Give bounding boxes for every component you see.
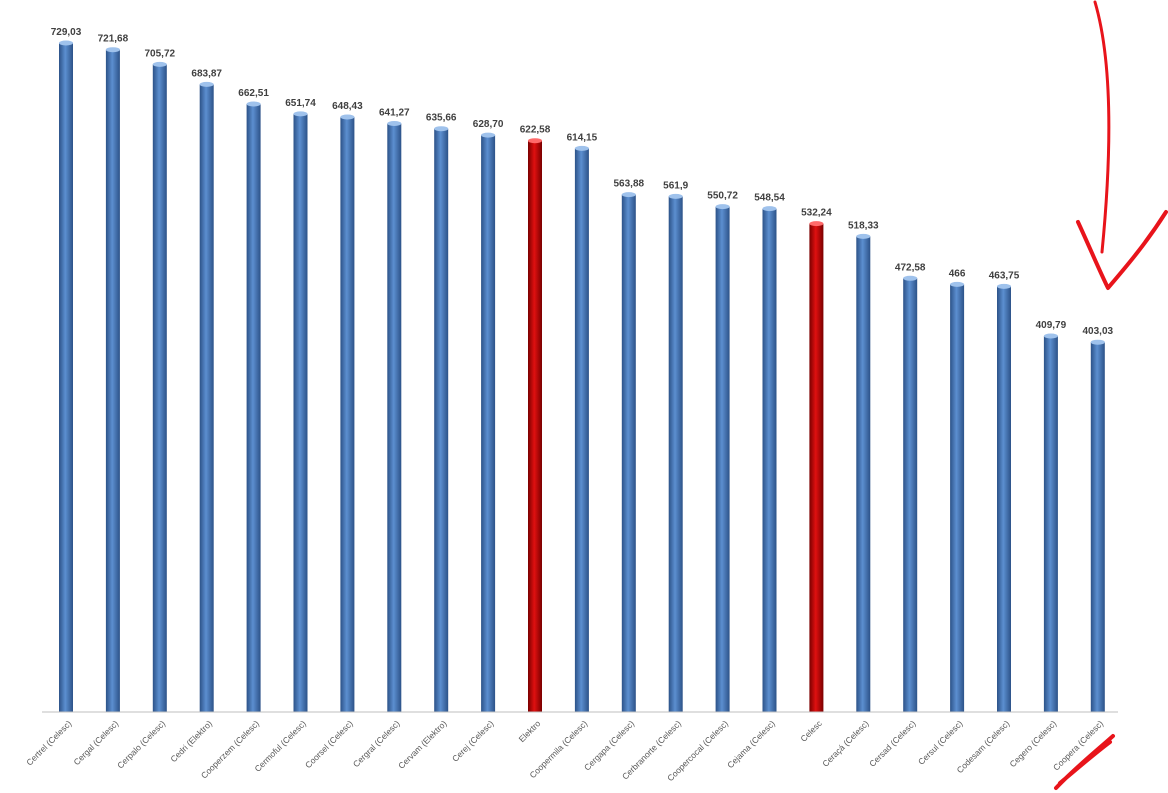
value-label-6: 651,74 (285, 98, 316, 109)
bar-23 (1090, 342, 1105, 712)
bar-17 (809, 223, 824, 712)
bar-19 (903, 278, 918, 712)
bar-cap-15 (715, 204, 730, 210)
category-label-18: Ceraçá (Celesc) (820, 718, 871, 769)
value-label-3: 705,72 (145, 48, 176, 59)
bar-10 (481, 135, 496, 713)
bar-cap-5 (246, 101, 261, 107)
value-label-12: 614,15 (567, 132, 598, 143)
value-label-20: 466 (949, 268, 966, 279)
category-label-8: Cergral (Celesc) (351, 718, 402, 769)
bar-1 (59, 43, 73, 712)
category-label-10: Cerej (Celesc) (450, 718, 496, 764)
bar-cap-19 (903, 275, 918, 281)
category-label-19: Cersad (Celesc) (867, 718, 918, 769)
bar-4 (199, 84, 214, 712)
annotation-underline-mark (1054, 734, 1115, 790)
value-label-23: 403,03 (1083, 326, 1114, 337)
bar-cap-17 (809, 221, 824, 227)
bar-cap-13 (621, 192, 636, 198)
bar-cap-2 (105, 47, 120, 53)
value-label-2: 721,68 (98, 34, 129, 45)
category-label-1: Certrel (Celesc) (24, 718, 73, 767)
bar-3 (152, 64, 167, 712)
bars-group (59, 40, 1105, 713)
bar-12 (574, 148, 589, 712)
bar-cap-22 (1043, 333, 1058, 339)
bar-cap-23 (1090, 339, 1105, 345)
bar-5 (246, 104, 261, 712)
value-label-16: 548,54 (754, 193, 785, 204)
category-label-22: Cegero (Celesc) (1007, 718, 1058, 769)
bar-cap-21 (997, 283, 1011, 289)
bar-9 (434, 128, 449, 712)
value-labels-group: 729,03 721,68 705,72 683,87 662,51 651,74 648,… (51, 27, 1114, 337)
value-label-9: 635,66 (426, 113, 457, 124)
bar-18 (856, 236, 871, 712)
bar-cap-4 (199, 81, 214, 87)
bar-6 (293, 113, 308, 712)
bar-16 (762, 208, 777, 712)
value-label-15: 550,72 (707, 191, 738, 202)
bar-cap-3 (152, 61, 167, 67)
category-label-4: Cedri (Elektro) (168, 718, 214, 764)
bar-cap-8 (387, 121, 402, 126)
category-label-20: Cersul (Celesc) (916, 718, 965, 767)
bar-cap-11 (528, 138, 542, 144)
value-label-22: 409,79 (1036, 320, 1067, 331)
value-label-8: 641,27 (379, 108, 410, 119)
bar-cap-10 (481, 132, 496, 138)
value-label-7: 648,43 (332, 101, 363, 112)
bar-21 (997, 286, 1011, 712)
value-label-4: 683,87 (191, 68, 222, 79)
bar-cap-9 (434, 126, 449, 132)
bar-cap-6 (293, 111, 308, 117)
category-label-17: Celesc (798, 718, 824, 744)
value-label-19: 472,58 (895, 262, 926, 273)
value-label-14: 561,9 (663, 180, 688, 191)
bar-15 (715, 206, 730, 712)
bar-22 (1043, 336, 1058, 712)
bar-20 (950, 284, 965, 712)
bar-cap-1 (59, 40, 73, 46)
annotation-arrow-shaft (1093, 0, 1111, 254)
value-label-10: 628,70 (473, 119, 504, 130)
value-label-21: 463,75 (989, 270, 1020, 281)
bar-2 (105, 49, 120, 712)
bar-7 (340, 117, 355, 712)
category-label-16: Cejama (Celesc) (725, 718, 777, 770)
bar-cap-20 (950, 281, 965, 287)
category-label-3: Cerpalo (Celesc) (115, 718, 167, 770)
category-label-13: Cergapa (Celesc) (582, 718, 636, 772)
bar-14 (668, 196, 683, 712)
value-label-17: 532,24 (801, 208, 832, 219)
value-label-13: 563,88 (614, 179, 645, 190)
category-labels-group: Certrel (Celesc)Cergal (Celesc)Cerpalo (… (24, 718, 1105, 783)
bar-cap-16 (762, 206, 777, 212)
value-label-11: 622,58 (520, 125, 551, 136)
category-label-9: Cervam (Elektro) (396, 718, 449, 771)
annotation-arrow-head (1076, 210, 1168, 290)
value-label-5: 662,51 (238, 88, 269, 99)
category-label-6: Cermoful (Celesc) (252, 718, 308, 774)
category-label-7: Coorsel (Celesc) (303, 718, 355, 770)
value-label-1: 729,03 (51, 27, 82, 38)
bar-8 (387, 123, 402, 712)
bar-13 (621, 194, 636, 713)
category-label-2: Cergal (Celesc) (71, 718, 120, 767)
bar-cap-7 (340, 114, 355, 120)
bar-cap-18 (856, 233, 871, 239)
bar-cap-12 (574, 145, 589, 151)
category-label-11: Elektro (517, 718, 543, 744)
bar-11 (528, 140, 542, 712)
bar-cap-14 (668, 193, 683, 199)
value-label-18: 518,33 (848, 220, 879, 231)
